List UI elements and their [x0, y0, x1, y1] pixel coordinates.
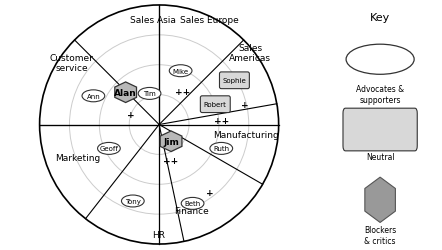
Text: ++: ++ [213, 117, 229, 126]
Text: Sales
Americas: Sales Americas [229, 44, 271, 63]
Text: Alan: Alan [114, 88, 137, 97]
FancyBboxPatch shape [200, 96, 230, 113]
Polygon shape [160, 132, 182, 152]
Text: Marketing: Marketing [55, 154, 100, 163]
Ellipse shape [210, 143, 232, 155]
Text: ++: ++ [175, 87, 191, 96]
Text: Sales Europe: Sales Europe [180, 16, 239, 25]
Ellipse shape [122, 195, 144, 207]
Text: Geoff: Geoff [99, 146, 118, 152]
Text: Tim: Tim [143, 91, 156, 97]
Text: ++: ++ [164, 156, 179, 165]
Text: Beth: Beth [184, 200, 201, 206]
Text: +: + [241, 100, 249, 109]
Text: HR: HR [152, 230, 166, 239]
Polygon shape [365, 178, 396, 222]
Ellipse shape [82, 90, 105, 102]
Polygon shape [115, 82, 137, 103]
FancyBboxPatch shape [220, 72, 249, 89]
Ellipse shape [346, 45, 414, 75]
Text: Ruth: Ruth [213, 146, 229, 152]
Text: Neutral: Neutral [366, 152, 394, 162]
Text: Key: Key [370, 12, 390, 22]
Text: Jim: Jim [163, 137, 179, 146]
FancyBboxPatch shape [343, 109, 417, 151]
Text: Customer
service: Customer service [50, 54, 94, 73]
Text: +: + [206, 188, 213, 197]
Text: Sophie: Sophie [222, 78, 246, 84]
Ellipse shape [181, 198, 204, 209]
Text: +: + [126, 111, 134, 120]
Ellipse shape [138, 88, 161, 100]
Text: Mike: Mike [172, 68, 189, 74]
Text: Advocates &
supporters: Advocates & supporters [356, 85, 404, 105]
Text: Robert: Robert [204, 102, 227, 108]
Text: Finance: Finance [174, 206, 209, 215]
Ellipse shape [98, 143, 120, 155]
Text: Blockers
& critics: Blockers & critics [364, 225, 396, 245]
Text: Ann: Ann [87, 94, 100, 100]
Text: Sales Asia: Sales Asia [130, 16, 176, 25]
Ellipse shape [169, 66, 192, 78]
Text: Tony: Tony [125, 198, 141, 204]
Text: Manufacturing: Manufacturing [213, 130, 279, 139]
